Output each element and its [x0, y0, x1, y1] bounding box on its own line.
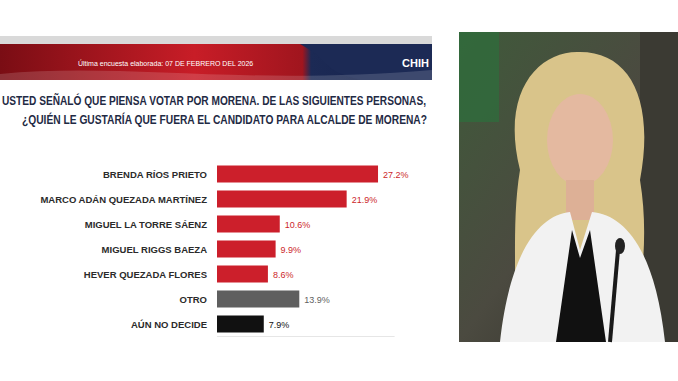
- labels: BRENDA RÍOS PRIETO 27.2% MARCO ADÁN QUEZAD…: [40, 169, 408, 330]
- top: [556, 230, 606, 342]
- bar: [217, 291, 299, 308]
- data-label: 8.6%: [273, 270, 294, 280]
- bar: [217, 316, 264, 333]
- bars: [217, 166, 378, 333]
- bar: [217, 216, 280, 233]
- category-label: OTRO: [180, 294, 207, 305]
- data-label: 21.9%: [352, 195, 378, 205]
- bar: [217, 241, 276, 258]
- header-region: CHIH: [402, 57, 429, 69]
- category-label: MIGUEL RIGGS BAEZA: [102, 244, 208, 255]
- category-label: HEVER QUEZADA FLORES: [84, 269, 207, 280]
- category-label: MARCO ADÁN QUEZADA MARTÍNEZ: [40, 194, 207, 205]
- header-band: [0, 44, 432, 80]
- canvas: Última encuesta elaborada: 07 DE FEBRERO…: [0, 0, 678, 381]
- bar: [217, 166, 378, 183]
- title: USTED SEÑALÓ QUE PIENSA VOTAR POR MORENA…: [2, 93, 426, 108]
- flag-green: [459, 32, 499, 122]
- data-label: 27.2%: [383, 170, 409, 180]
- data-label: 7.9%: [269, 320, 290, 330]
- bar: [217, 191, 347, 208]
- header-wave: [0, 70, 432, 80]
- category-label: MIGUEL LA TORRE SÁENZ: [85, 219, 207, 230]
- microphone-stand: [610, 250, 618, 342]
- header-date: Última encuesta elaborada: 07 DE FEBRERO…: [78, 59, 253, 67]
- data-label: 9.9%: [281, 245, 302, 255]
- bar: [217, 266, 268, 283]
- axis-line: [217, 336, 395, 337]
- page: Última encuesta elaborada: 07 DE FEBRERO…: [0, 0, 678, 381]
- header-strip: [0, 36, 432, 44]
- photo-bg: [459, 32, 678, 342]
- jacket: [500, 212, 665, 342]
- category-label: AÚN NO DECIDE: [131, 319, 207, 330]
- data-label: 13.9%: [304, 295, 330, 305]
- subtitle: ¿QUIÉN LE GUSTARÍA QUE FUERA EL CANDIDAT…: [22, 112, 427, 127]
- photo: [459, 32, 678, 342]
- data-label: 10.6%: [285, 220, 311, 230]
- microphone: [615, 238, 625, 254]
- face: [547, 94, 613, 186]
- category-label: BRENDA RÍOS PRIETO: [103, 169, 207, 180]
